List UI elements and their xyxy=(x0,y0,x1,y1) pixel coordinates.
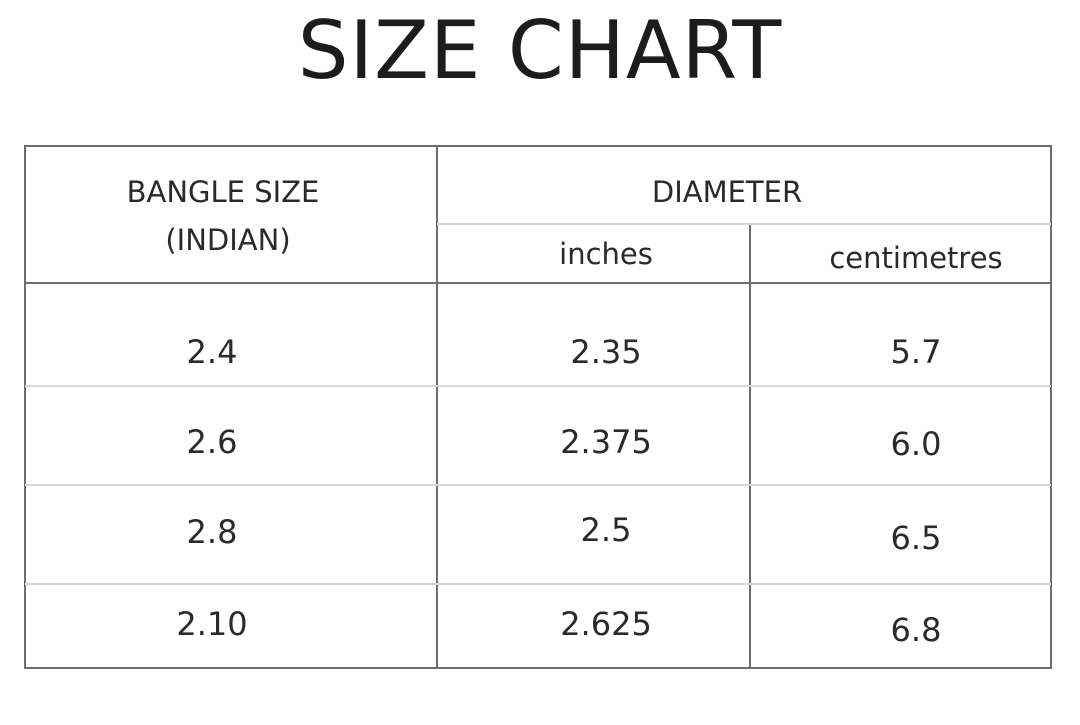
column-divider xyxy=(436,145,438,669)
diameter-subheader-divider xyxy=(437,223,1051,225)
row-divider xyxy=(25,583,1051,585)
header-centimetres: centimetres xyxy=(829,241,1003,275)
table-border-left xyxy=(24,145,26,669)
cell-size: 2.8 xyxy=(186,513,238,551)
cell-cm: 6.8 xyxy=(890,611,942,649)
cell-size: 2.4 xyxy=(186,333,238,371)
table-border-right xyxy=(1050,145,1052,669)
row-divider xyxy=(25,385,1051,387)
header-bangle-size: BANGLE SIZE xyxy=(126,175,320,209)
cell-size: 2.10 xyxy=(176,605,248,643)
cell-cm: 6.0 xyxy=(890,425,942,463)
cell-size: 2.6 xyxy=(186,423,238,461)
cell-inches: 2.5 xyxy=(580,511,632,549)
header-bangle-size-indian: (INDIAN) xyxy=(165,223,291,257)
header-inches: inches xyxy=(559,237,653,271)
page-title: SIZE CHART xyxy=(297,4,783,97)
row-divider xyxy=(25,484,1051,486)
header-bottom-divider xyxy=(24,282,1052,284)
column-divider xyxy=(749,223,751,669)
header-diameter: DIAMETER xyxy=(651,175,803,209)
cell-inches: 2.375 xyxy=(560,423,652,461)
cell-cm: 6.5 xyxy=(890,519,942,557)
table-border-bottom xyxy=(24,667,1052,669)
cell-inches: 2.625 xyxy=(560,605,652,643)
cell-cm: 5.7 xyxy=(890,333,942,371)
cell-inches: 2.35 xyxy=(570,333,642,371)
table-border-top xyxy=(24,145,1052,147)
